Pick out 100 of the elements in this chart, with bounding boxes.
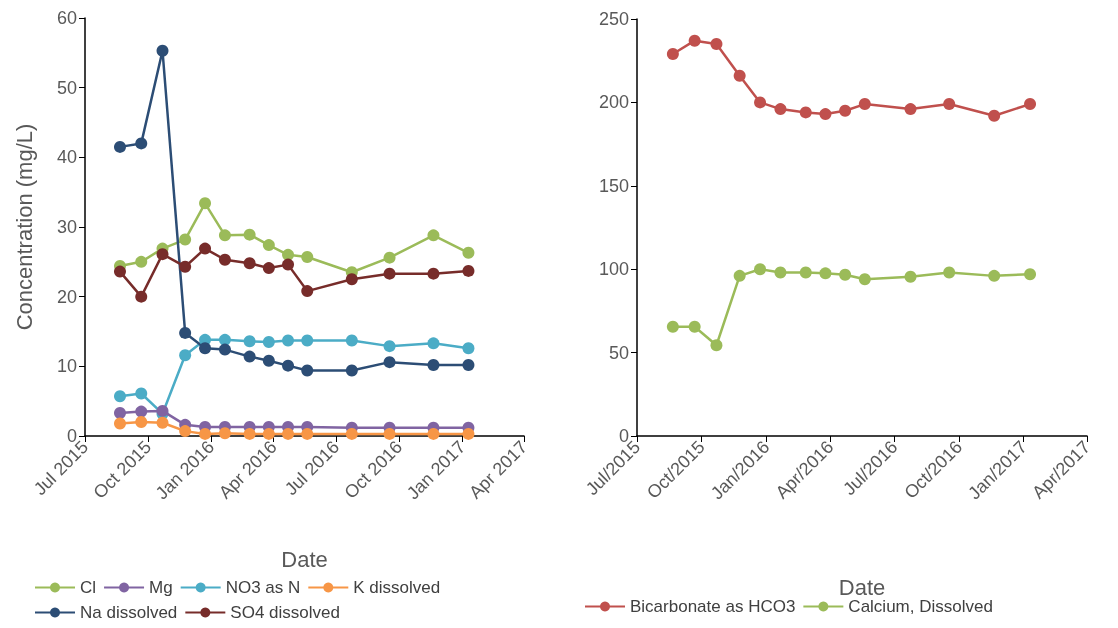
point: [904, 103, 917, 116]
point: [666, 48, 679, 61]
point: [858, 273, 871, 286]
point: [427, 427, 440, 440]
point: [462, 264, 475, 277]
x-axis-title: Date: [838, 574, 886, 600]
point: [243, 350, 256, 363]
point: [774, 103, 787, 116]
y-tick-label: 50: [608, 342, 629, 363]
point: [262, 239, 275, 252]
point: [282, 248, 295, 261]
y-tick-label: 150: [598, 175, 629, 196]
point: [199, 427, 212, 440]
point: [179, 349, 192, 362]
point: [156, 44, 169, 57]
legend-label: NO3 as N: [225, 578, 301, 597]
legend-label: Cl: [80, 578, 97, 597]
point: [218, 427, 231, 440]
point: [427, 337, 440, 350]
y-tick-label: 50: [56, 77, 77, 98]
point: [688, 34, 701, 47]
point: [819, 267, 832, 280]
point: [199, 342, 212, 355]
point: [383, 340, 396, 353]
legend-label: Mg: [149, 578, 173, 597]
point: [301, 334, 314, 347]
point: [301, 427, 314, 440]
y-tick-label: 20: [56, 286, 77, 307]
y-tick-label: 40: [56, 147, 77, 168]
legend-label: Bicarbonate as HCO3: [630, 597, 796, 616]
point: [135, 255, 148, 268]
y-tick-label: 200: [598, 92, 629, 113]
point: [345, 364, 358, 377]
point: [262, 427, 275, 440]
point: [243, 427, 256, 440]
point: [943, 98, 956, 111]
point: [858, 98, 871, 111]
legend-label: K dissolved: [353, 578, 441, 597]
point: [114, 140, 126, 153]
point: [462, 342, 475, 355]
point: [462, 427, 475, 440]
point: [988, 269, 1001, 282]
point: [427, 229, 440, 242]
point: [218, 333, 231, 346]
point: [243, 257, 256, 270]
point: [839, 268, 852, 281]
point: [156, 416, 169, 429]
point: [114, 265, 126, 278]
point: [301, 285, 314, 298]
point: [179, 425, 192, 438]
y-tick-label: 30: [56, 217, 77, 237]
point: [114, 390, 126, 403]
point: [282, 258, 295, 271]
y-tick-label: 60: [56, 8, 77, 28]
point: [218, 253, 231, 266]
y-tick-label: 10: [56, 356, 77, 377]
legend-label: Calcium, Dissolved: [848, 597, 993, 616]
y-tick-label: 250: [598, 9, 629, 29]
point: [345, 334, 358, 347]
point: [301, 364, 314, 377]
point: [904, 270, 917, 283]
point: [427, 358, 440, 371]
point: [345, 273, 358, 286]
point: [156, 248, 169, 261]
point: [282, 359, 295, 372]
point: [262, 354, 275, 367]
y-axis-title: Concentration (mg/L): [11, 123, 37, 331]
point: [427, 267, 440, 280]
point: [135, 387, 148, 400]
point: [199, 242, 212, 255]
point: [282, 334, 295, 347]
legend-label: Na dissolved: [80, 603, 178, 622]
point: [710, 38, 723, 51]
point: [1024, 98, 1037, 111]
point: [179, 326, 192, 339]
point: [218, 229, 231, 242]
point: [383, 251, 396, 264]
y-tick-label: 100: [598, 259, 629, 280]
point: [135, 405, 148, 418]
point: [774, 266, 787, 279]
x-axis-title: Date: [281, 546, 328, 572]
point: [710, 339, 723, 352]
point: [383, 427, 396, 440]
point: [819, 108, 832, 121]
point: [179, 260, 192, 273]
point: [799, 266, 812, 279]
point: [754, 263, 767, 276]
point: [262, 262, 275, 275]
point: [135, 137, 148, 150]
point: [462, 358, 475, 371]
point: [383, 267, 396, 280]
point: [301, 250, 314, 263]
point: [688, 320, 701, 333]
point: [988, 109, 1001, 122]
point: [943, 266, 956, 279]
point: [114, 407, 126, 420]
point: [666, 320, 679, 333]
point: [383, 356, 396, 369]
point: [1024, 268, 1037, 281]
legend-label: SO4 dissolved: [230, 603, 340, 622]
